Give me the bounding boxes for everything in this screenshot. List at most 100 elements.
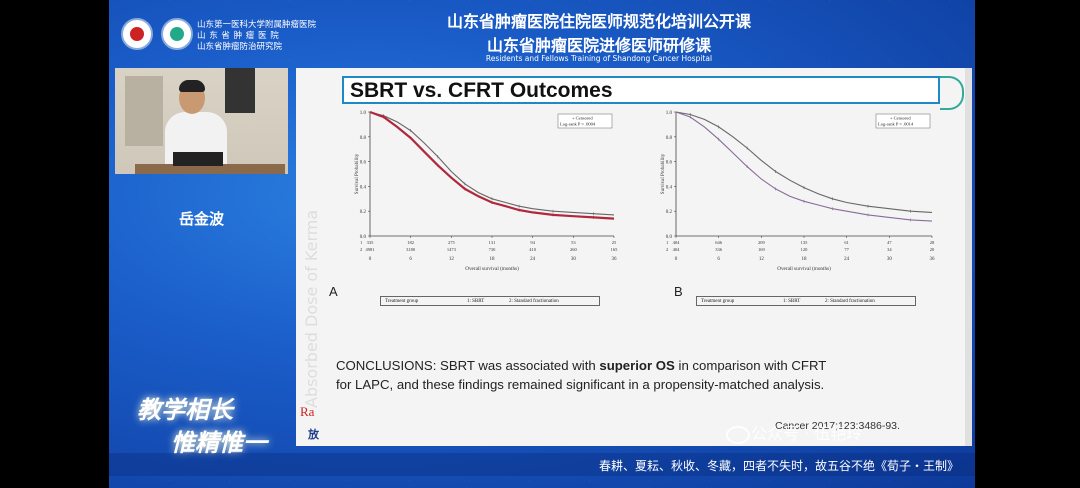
risk-row1-value: 404	[673, 240, 681, 245]
risk-row2-label: 2	[666, 247, 668, 252]
legend-b-item-1: 1: SBRT	[783, 298, 801, 304]
wechat-watermark: 公众号 · 伍艳玲	[751, 424, 863, 443]
slide-title-box: SBRT vs. CFRT Outcomes	[342, 76, 940, 104]
risk-row1-value: 131	[489, 240, 496, 245]
x-tick-label: 12	[449, 257, 455, 262]
hospital-name-line2: 山 东 省 肿 瘤 医 院	[197, 31, 280, 41]
annotation-box	[875, 113, 931, 129]
x-axis-label: Overall survival (months)	[777, 265, 831, 272]
km-chart-b: 0.00.20.40.60.81.00404404664633612209169…	[661, 111, 936, 272]
risk-row1-value: 275	[448, 240, 456, 245]
slogan-line1: 教学相长	[137, 395, 233, 424]
course-title-en: Residents and Fellows Training of Shando…	[485, 54, 713, 63]
panel-letter-b: B	[674, 284, 683, 299]
conclusions-bold: superior OS	[599, 358, 675, 373]
y-tick-label: 0.4	[360, 185, 367, 190]
y-tick-label: 0.2	[360, 210, 367, 215]
risk-row1-value: 335	[367, 240, 375, 245]
risk-row1-value: 47	[887, 240, 892, 245]
x-tick-label: 6	[717, 257, 720, 262]
y-tick-label: 1.0	[360, 111, 367, 116]
risk-row2-label: 2	[360, 247, 362, 252]
risk-row2-value: 260	[570, 247, 578, 252]
risk-row2-value: 120	[801, 247, 809, 252]
y-tick-label: 0.0	[360, 235, 367, 240]
risk-row1-value: 28	[930, 240, 935, 245]
km-series-1-line	[369, 111, 615, 216]
conclusions-prefix: CONCLUSIONS: SBRT was associated with	[336, 358, 600, 373]
risk-row2-value: 404	[673, 247, 681, 252]
y-tick-label: 0.4	[666, 185, 673, 190]
video-frame: 山东第一医科大学附属肿瘤医院 山 东 省 肿 瘤 医 院 山东省肿瘤防治研究院 …	[109, 0, 975, 488]
course-title-line1: 山东省肿瘤医院住院医师规范化培训公开课	[446, 12, 751, 31]
y-axis-label: Survival Probability	[661, 153, 666, 194]
slogan-line2: 惟精惟一	[171, 428, 267, 457]
slogan: 教学相长 惟精惟一	[137, 390, 267, 458]
x-tick-label: 36	[612, 257, 618, 262]
annotation-censored: + Censored	[572, 116, 593, 121]
risk-row2-value: 4981	[366, 247, 375, 252]
presentation-slide: Absorbed Dose of Kerma SBRT vs. CFRT Out…	[296, 68, 972, 446]
legend-b-title: Treatment group	[701, 298, 735, 304]
hospital-name-line1: 山东第一医科大学附属肿瘤医院	[197, 20, 317, 30]
annotation-logrank: Log-rank P = .0004	[560, 122, 596, 127]
title-badge-icon	[940, 76, 964, 110]
risk-row1-value: 94	[530, 240, 535, 245]
risk-row2-value: 165	[611, 247, 619, 252]
x-tick-label: 36	[930, 257, 936, 262]
risk-row1-value: 646	[715, 240, 723, 245]
y-tick-label: 1.0	[666, 111, 673, 116]
y-axis-label: Survival Probability	[355, 153, 360, 194]
risk-row2-value: 410	[529, 247, 537, 252]
risk-row1-value: 61	[844, 240, 849, 245]
x-tick-label: 24	[530, 257, 536, 262]
legend-a: Treatment group 1: SBRT 2: Standard frac…	[380, 296, 600, 306]
course-title-line2: 山东省肿瘤医院进修医师研修课	[486, 36, 711, 55]
legend-a-title: Treatment group	[385, 298, 419, 304]
risk-row1-value: 25	[612, 240, 617, 245]
km-series-2-line	[675, 111, 933, 222]
x-tick-label: 6	[409, 257, 412, 262]
km-series-2-line	[369, 110, 615, 220]
legend-a-item-2: 2: Standard fractionation	[509, 298, 559, 304]
risk-row1-label: 1	[360, 240, 362, 245]
x-tick-label: 18	[490, 257, 496, 262]
slide-corner-text: Ra	[300, 404, 315, 419]
ticker-text: 春耕、夏耘、秋收、冬藏，四者不失时，故五谷不绝《荀子・王制》	[599, 459, 960, 473]
x-tick-label: 30	[887, 257, 893, 262]
legend-a-item-1: 1: SBRT	[467, 298, 485, 304]
risk-row1-value: 135	[801, 240, 809, 245]
risk-row2-value: 730	[489, 247, 497, 252]
y-tick-label: 0.6	[360, 161, 367, 166]
slide-corner-text2: 放	[308, 428, 319, 441]
annotation-logrank: Log-rank P = .0014	[878, 122, 914, 127]
risk-row2-value: 169	[758, 247, 766, 252]
annotation-censored: + Censored	[890, 116, 911, 121]
km-series-1-line	[675, 111, 933, 213]
annotation-box	[557, 113, 613, 129]
citation: Cancer 2017;123:3486-93.	[775, 420, 900, 432]
risk-row2-value: 77	[844, 247, 849, 252]
legend-b-item-2: 2: Standard fractionation	[825, 298, 875, 304]
y-tick-label: 0.2	[666, 210, 673, 215]
risk-row2-value: 34	[887, 247, 892, 252]
panel-letter-a: A	[329, 284, 338, 299]
risk-row2-value: 336	[715, 247, 723, 252]
institute-logo-icon	[161, 18, 193, 50]
speaker-name: 岳金波	[178, 210, 224, 228]
conclusions-mid: in comparison with CFRT	[674, 358, 827, 373]
x-tick-label: 0	[675, 257, 678, 262]
x-tick-label: 12	[759, 257, 765, 262]
risk-row1-value: 209	[758, 240, 766, 245]
legend-b: Treatment group 1: SBRT 2: Standard frac…	[696, 296, 916, 306]
y-tick-label: 0.8	[666, 136, 673, 141]
hospital-name-line3: 山东省肿瘤防治研究院	[197, 42, 283, 52]
x-tick-label: 0	[369, 257, 372, 262]
x-tick-label: 30	[571, 257, 577, 262]
slide-title: SBRT vs. CFRT Outcomes	[350, 79, 613, 102]
x-tick-label: 24	[844, 257, 850, 262]
risk-row1-value: 53	[571, 240, 576, 245]
risk-row1-label: 1	[666, 240, 668, 245]
hospital-logo-icon	[121, 18, 153, 50]
speaker-video	[115, 68, 288, 174]
